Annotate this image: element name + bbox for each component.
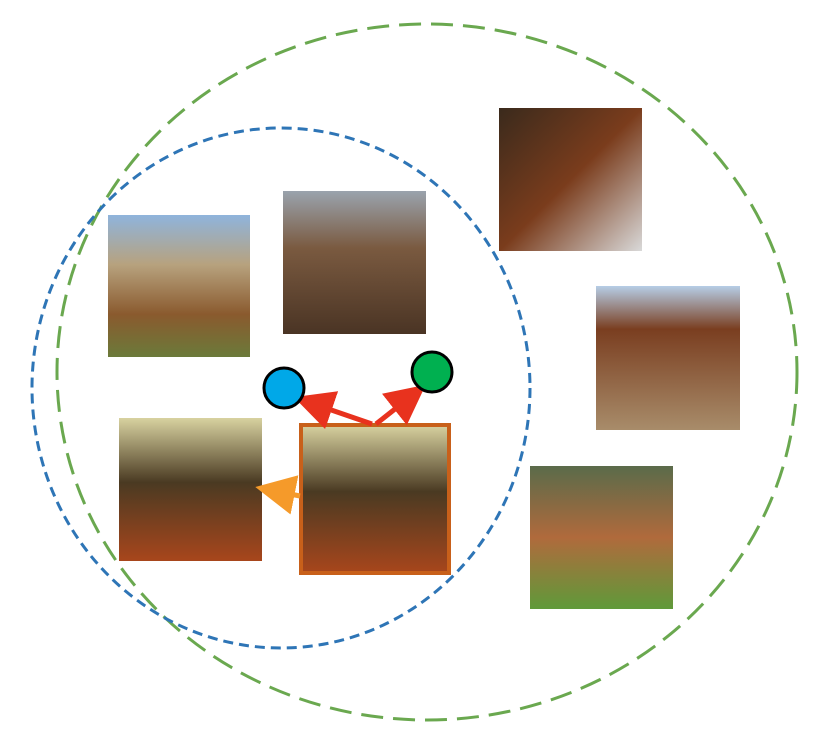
blue-node [262,366,306,410]
arrow [293,391,373,430]
photo [596,286,740,430]
photo [283,191,426,334]
outer-cluster [55,22,799,722]
query-photo [299,423,451,575]
photo [499,108,642,251]
arrow [255,475,301,515]
arrow [374,384,426,426]
photo [530,466,673,609]
photo [119,418,262,561]
inner-cluster [30,126,532,650]
green-node [410,350,454,394]
photo [108,215,250,357]
